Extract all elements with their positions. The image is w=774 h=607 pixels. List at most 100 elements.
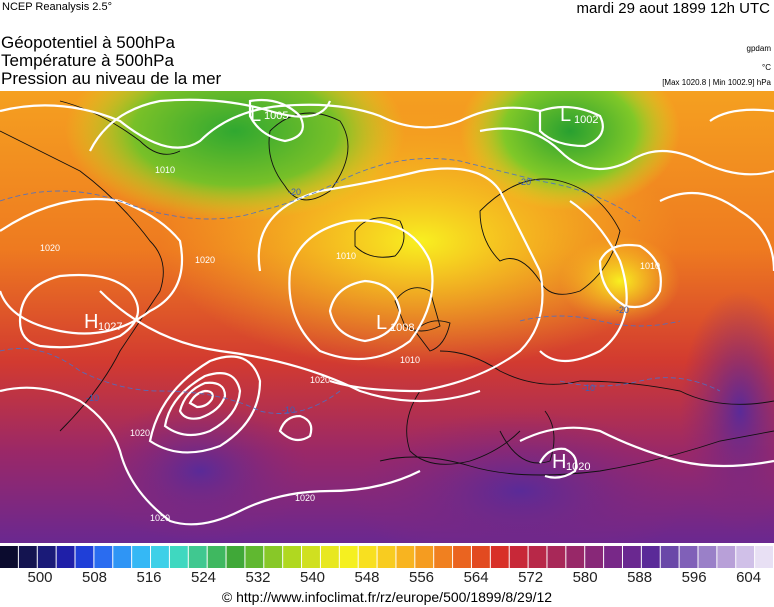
isobar-label: 1020	[40, 243, 60, 253]
pressure-center-letter: L	[250, 104, 261, 126]
color-swatch	[453, 546, 471, 568]
isobar-label: 1020	[130, 428, 150, 438]
isotherm-labels: -20 -20 -20 -10 -10 -10	[86, 177, 629, 415]
color-swatch	[320, 546, 339, 568]
isotherm-label: -20	[288, 187, 301, 197]
color-swatch	[0, 546, 18, 568]
isotherm-label: -10	[86, 393, 99, 403]
isobar-label: 1020	[195, 255, 215, 265]
isobar-label: 1010	[336, 251, 356, 261]
unit-gpdam: gpdam	[746, 44, 771, 53]
color-scale-label: 500	[27, 569, 53, 586]
color-swatch	[358, 546, 377, 568]
color-scale-label: 516	[136, 569, 162, 586]
isotherm-label: -10	[582, 383, 595, 393]
color-scale-label: 604	[736, 569, 762, 586]
isotherms	[0, 158, 721, 414]
color-scale-label: 580	[572, 569, 598, 586]
cold-zone-ne	[460, 91, 680, 211]
pressure-center-value: 1020	[566, 461, 590, 473]
coastlines	[0, 100, 774, 476]
color-swatch	[283, 546, 302, 568]
color-swatch	[755, 546, 773, 568]
color-scale-label: 532	[245, 569, 271, 586]
color-scale-label: 564	[463, 569, 489, 586]
isotherm-label: -10	[282, 405, 295, 415]
color-swatch	[698, 546, 717, 568]
isobar-labels: 1010 1020 1010 1020 1010 1010 1020 1020 …	[40, 165, 660, 523]
purple-zone-s	[350, 411, 690, 543]
title-pressure: Pression au niveau de la mer	[1, 69, 222, 88]
color-scale-label: 596	[681, 569, 707, 586]
color-swatch	[509, 546, 528, 568]
isobar-label: 1010	[155, 165, 175, 175]
cold-zone-nw	[65, 91, 405, 221]
color-scale-label: 588	[627, 569, 653, 586]
color-swatch	[736, 546, 755, 568]
pressure-center-letter: L	[376, 312, 387, 334]
color-swatch	[679, 546, 698, 568]
date-label: mardi 29 aout 1899 12h UTC	[576, 0, 770, 17]
color-scale	[0, 546, 773, 568]
isobar-label: 1010	[640, 261, 660, 271]
isobar-label: 1020	[310, 375, 330, 385]
unit-celsius: °C	[762, 63, 771, 72]
color-swatch	[132, 546, 151, 568]
pressure-center-letter: L	[560, 104, 571, 126]
color-swatch	[717, 546, 736, 568]
isobars	[0, 98, 774, 526]
unit-pressure-range: [Max 1020.8 | Min 1002.9] hPa	[662, 78, 771, 87]
weather-map: L 1005 L 1002 H 1027 L 1008 H 1020 1010 …	[0, 91, 774, 543]
pressure-center-value: 1002	[574, 114, 598, 126]
color-scale-label: 508	[81, 569, 108, 586]
color-scale-label: 524	[190, 569, 217, 586]
color-swatch	[622, 546, 641, 568]
color-swatch	[226, 546, 245, 568]
isobar-label: 1010	[400, 355, 420, 365]
color-swatch	[339, 546, 358, 568]
isotherm-label: -20	[518, 177, 531, 187]
color-swatch	[207, 546, 226, 568]
pressure-centers: L 1005 L 1002 H 1027 L 1008 H 1020	[84, 104, 598, 473]
isobar-label: 1020	[295, 493, 315, 503]
pressure-center-value: 1027	[98, 321, 122, 333]
color-scale-label: 540	[299, 569, 326, 586]
color-swatch	[75, 546, 94, 568]
color-swatch	[434, 546, 453, 568]
color-scale-label: 548	[354, 569, 380, 586]
color-swatch	[585, 546, 604, 568]
pressure-center-value: 1005	[264, 110, 288, 122]
color-swatch	[113, 546, 132, 568]
color-swatch	[396, 546, 415, 568]
color-swatch	[18, 546, 37, 568]
color-swatch	[169, 546, 188, 568]
color-swatch	[528, 546, 547, 568]
color-swatch	[660, 546, 679, 568]
color-swatch	[302, 546, 320, 568]
color-swatch	[264, 546, 283, 568]
color-swatch	[490, 546, 509, 568]
color-swatch	[471, 546, 490, 568]
color-swatch	[641, 546, 660, 568]
purple-zone-se	[680, 291, 774, 531]
isotherm-label: -20	[616, 305, 629, 315]
color-swatch	[415, 546, 434, 568]
pressure-center-value: 1008	[390, 322, 414, 334]
color-scale-label: 572	[518, 569, 544, 586]
pressure-center-letter: H	[84, 311, 98, 333]
source-label: NCEP Reanalysis 2.5°	[2, 1, 112, 13]
color-swatch	[94, 546, 113, 568]
color-swatch	[37, 546, 56, 568]
color-swatch	[56, 546, 75, 568]
title-geopotential: Géopotentiel à 500hPa	[1, 33, 175, 52]
color-scale-label: 556	[408, 569, 435, 586]
color-swatch	[604, 546, 622, 568]
purple-zone-sw	[90, 401, 310, 541]
color-swatch	[245, 546, 264, 568]
color-swatch	[566, 546, 585, 568]
color-swatch	[188, 546, 207, 568]
pressure-center-letter: H	[552, 451, 566, 473]
color-swatch	[547, 546, 566, 568]
isobar-label: 1020	[150, 513, 170, 523]
title-temperature: Température à 500hPa	[1, 51, 174, 70]
